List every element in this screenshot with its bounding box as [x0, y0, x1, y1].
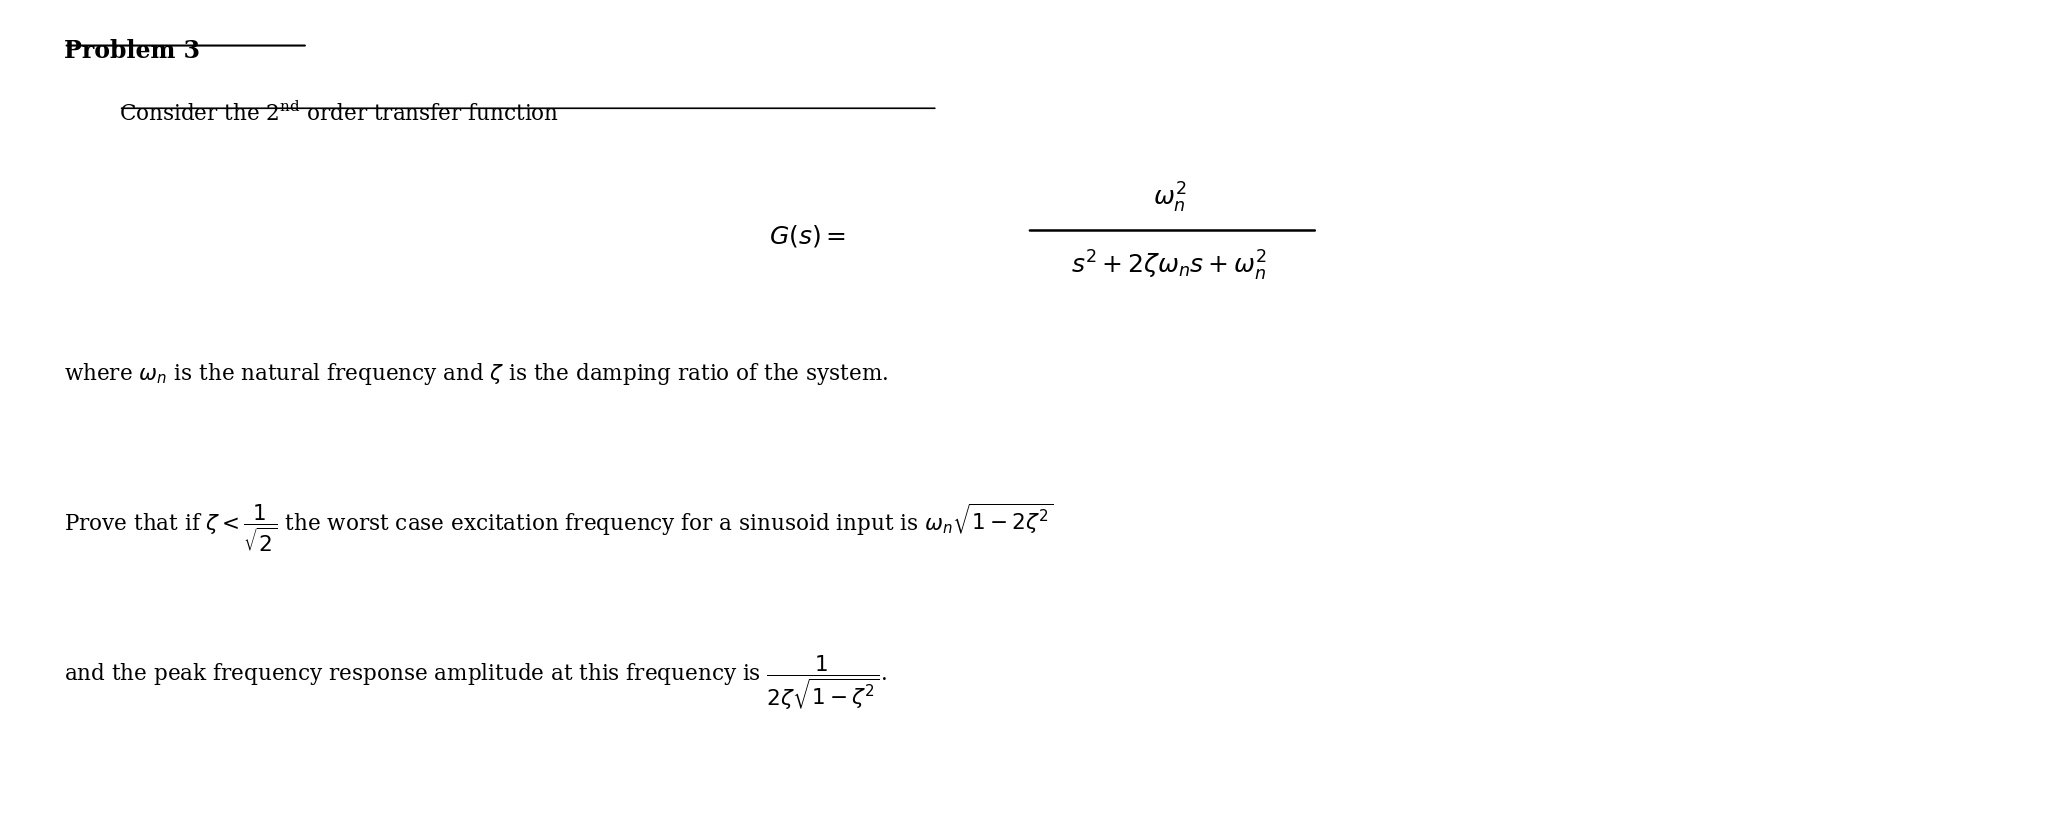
Text: Prove that if $\zeta < \dfrac{1}{\sqrt{2}}$ the worst case excitation frequency : Prove that if $\zeta < \dfrac{1}{\sqrt{2…: [63, 501, 1054, 555]
Text: where $\omega_n$ is the natural frequency and $\zeta$ is the damping ratio of th: where $\omega_n$ is the natural frequenc…: [63, 361, 888, 387]
Text: and the peak frequency response amplitude at this frequency is $\dfrac{1}{2\zeta: and the peak frequency response amplitud…: [63, 654, 886, 712]
Text: Problem 3: Problem 3: [63, 39, 201, 63]
Text: $\omega_n^2$: $\omega_n^2$: [1152, 182, 1187, 215]
Text: $G(s) =$: $G(s) =$: [769, 223, 845, 249]
Text: $s^2 + 2\zeta\omega_n s + \omega_n^2$: $s^2 + 2\zeta\omega_n s + \omega_n^2$: [1072, 249, 1266, 283]
Text: Consider the 2$^{\mathregular{nd}}$ order transfer function: Consider the 2$^{\mathregular{nd}}$ orde…: [119, 101, 559, 126]
